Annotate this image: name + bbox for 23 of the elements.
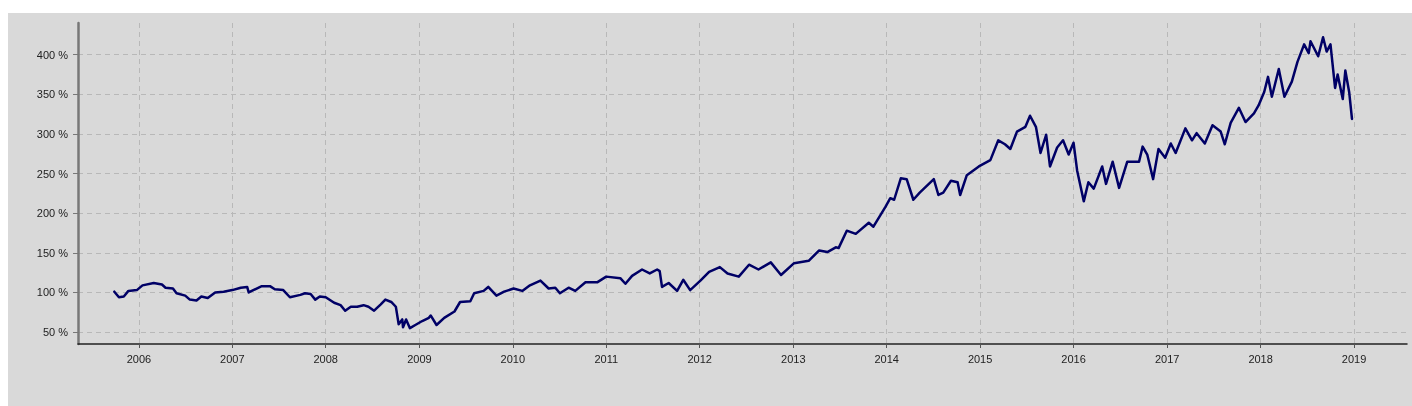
y-tick-label: 100 %	[36, 286, 69, 299]
y-tick-label: 300 %	[36, 127, 69, 140]
x-tick-label: 2018	[1248, 352, 1273, 365]
x-tick-label: 2015	[967, 352, 993, 365]
x-tick-label: 2009	[407, 352, 432, 365]
x-tick-label: 2012	[687, 352, 712, 365]
y-tick-label: 200 %	[36, 207, 69, 220]
y-tick-label: 150 %	[36, 246, 69, 259]
y-tick-label: 250 %	[36, 167, 69, 180]
line-series	[113, 36, 1354, 330]
x-tick-label: 2007	[220, 352, 245, 365]
x-tick-label: 2010	[500, 352, 526, 365]
x-tick-label: 2013	[781, 352, 806, 365]
x-tick-label: 2014	[874, 352, 899, 365]
x-tick-label: 2019	[1341, 352, 1367, 365]
x-tick-label: 2016	[1061, 352, 1086, 365]
y-tick-label: 50 %	[42, 326, 69, 339]
y-tick-label: 400 %	[36, 48, 69, 61]
x-tick-label: 2006	[126, 352, 152, 365]
y-tick-label: 350 %	[36, 88, 69, 101]
x-tick-label: 2017	[1154, 352, 1180, 365]
x-tick-label: 2008	[313, 352, 338, 365]
x-tick-label: 2011	[594, 352, 619, 365]
